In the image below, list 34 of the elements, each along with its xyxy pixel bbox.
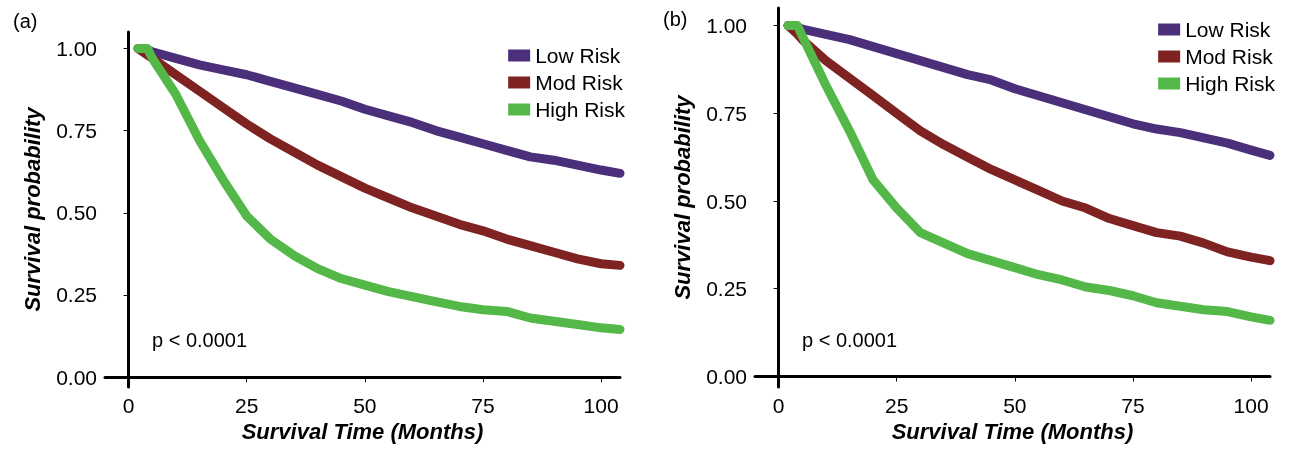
y-tick-label: 0.50: [56, 201, 97, 225]
x-tick-label: 50: [1003, 394, 1027, 417]
annotation: p < 0.0001: [152, 329, 248, 351]
legend-label: Mod Risk: [1185, 45, 1274, 68]
x-tick-label: 100: [1233, 394, 1269, 417]
y-tick-label: 0.75: [56, 119, 97, 143]
x-tick-label: 25: [885, 394, 909, 417]
x-tick-label: 25: [235, 394, 259, 417]
y-tick-label: 0.25: [706, 277, 747, 301]
y-axis-title: Survival probability: [669, 93, 695, 300]
x-tick-label: 75: [1121, 394, 1145, 417]
x-axis-title: Survival Time (Months): [241, 419, 484, 445]
legend-label: Low Risk: [535, 44, 621, 67]
y-tick-label: 0.75: [706, 101, 747, 125]
legend-label: High Risk: [535, 98, 626, 121]
legend-label: High Risk: [1185, 72, 1276, 95]
y-axis-title: Survival probability: [19, 105, 45, 312]
chart-title: (a): [13, 10, 38, 32]
annotation: p < 0.0001: [802, 329, 898, 351]
x-tick-label: 0: [772, 394, 785, 417]
y-tick-label: 0.00: [56, 365, 97, 389]
chart-title: (b): [663, 8, 688, 30]
y-tick-label: 1.00: [56, 36, 97, 60]
x-tick-label: 0: [122, 394, 135, 417]
y-tick-label: 0.50: [706, 189, 747, 213]
legend-label: Mod Risk: [535, 71, 624, 94]
y-tick-label: 0.25: [56, 283, 97, 307]
x-tick-label: 100: [583, 394, 619, 417]
x-tick-label: 50: [353, 394, 377, 417]
x-tick-label: 75: [471, 394, 495, 417]
y-tick-label: 1.00: [706, 14, 747, 38]
y-tick-label: 0.00: [706, 364, 747, 388]
legend-label: Low Risk: [1185, 18, 1271, 41]
x-axis-title: Survival Time (Months): [891, 419, 1134, 445]
